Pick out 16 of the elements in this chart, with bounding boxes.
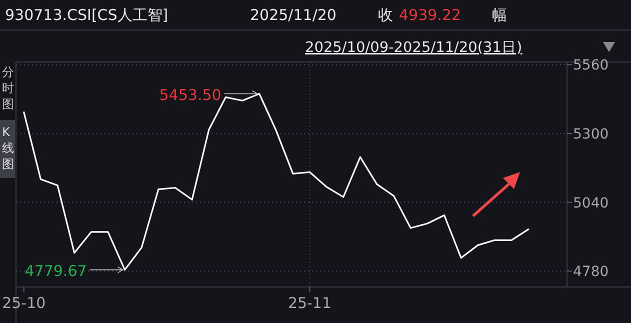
x-tick-label: 25-10 <box>2 294 46 312</box>
text: K线图 <box>2 125 14 171</box>
annotation: 5453.50 <box>159 86 222 104</box>
text: 分时图 <box>2 65 14 111</box>
annotation: 4779.67 <box>24 262 87 280</box>
chart-subtitle: 2025/10/09-2025/11/20(31日) <box>305 40 522 56</box>
text: 4939.22 <box>399 6 462 24</box>
y-tick-label: 4780 <box>573 264 609 280</box>
y-tick-label: 5560 <box>573 58 609 74</box>
y-tick-label: 5040 <box>573 195 609 212</box>
y-tick-label: 5300 <box>573 126 609 142</box>
chart-title: 930713.CSI[CS人工智] <box>5 6 168 24</box>
x-tick-label: 25-11 <box>288 294 332 312</box>
text: 2025/11/20 <box>250 6 336 24</box>
text: 幅 <box>492 6 507 24</box>
text: 收 <box>378 6 393 24</box>
